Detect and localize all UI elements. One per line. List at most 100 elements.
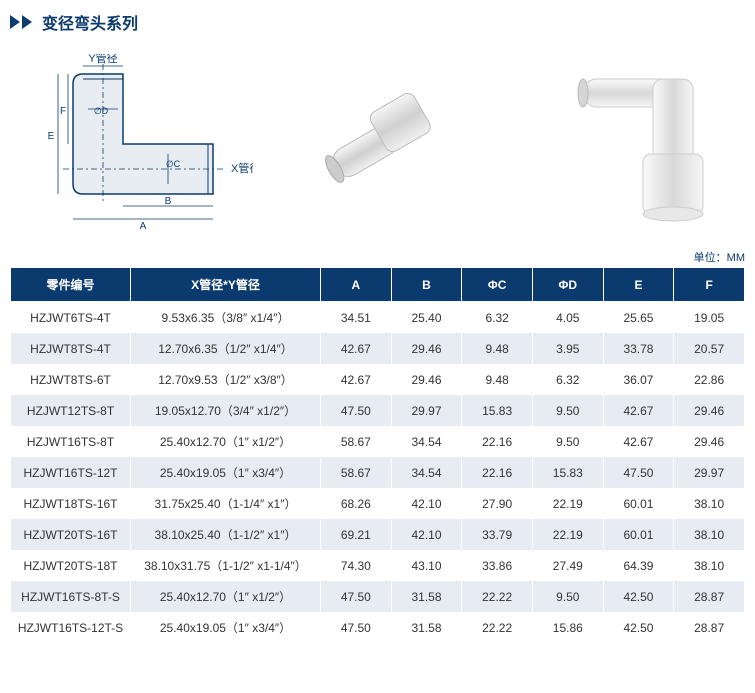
section-header: 变径弯头系列 (10, 10, 745, 34)
dim-b-label: B (164, 196, 171, 207)
table-row: HZJWT20TS-18T38.10x31.75（1-1/2″ x1-1/4″）… (11, 550, 745, 581)
table-cell: 25.40x12.70（1″ x1/2″） (131, 581, 321, 612)
table-row: HZJWT16TS-8T-S25.40x12.70（1″ x1/2″）47.50… (11, 581, 745, 612)
table-cell: 19.05x12.70（3/4″ x1/2″） (131, 395, 321, 426)
table-cell: 6.32 (532, 364, 603, 395)
table-cell: 38.10 (674, 488, 745, 519)
table-cell: 22.19 (532, 519, 603, 550)
table-cell: 31.58 (391, 581, 462, 612)
dim-d-label: ∅D (93, 106, 108, 116)
table-row: HZJWT16TS-12T-S25.40x19.05（1″ x3/4″）47.5… (11, 612, 745, 643)
table-cell: 22.86 (674, 364, 745, 395)
table-cell: 33.86 (462, 550, 533, 581)
table-cell: 9.50 (532, 581, 603, 612)
table-cell: 25.40 (391, 302, 462, 334)
table-header: ΦD (532, 268, 603, 302)
table-row: HZJWT12TS-8T19.05x12.70（3/4″ x1/2″）47.50… (11, 395, 745, 426)
table-cell: 42.10 (391, 519, 462, 550)
table-cell: 68.26 (321, 488, 392, 519)
diagram-row: A B E F Y管径 X管径 ∅D ∅C (10, 49, 745, 239)
table-cell: 29.46 (674, 395, 745, 426)
table-cell: 29.46 (674, 426, 745, 457)
table-row: HZJWT18TS-16T31.75x25.40（1-1/4″ x1″）68.2… (11, 488, 745, 519)
table-cell: 28.87 (674, 581, 745, 612)
unit-label: 单位：MM (10, 249, 745, 265)
table-cell: 15.83 (532, 457, 603, 488)
table-cell: 58.67 (321, 457, 392, 488)
section-title: 变径弯头系列 (42, 10, 138, 34)
table-cell: 36.07 (603, 364, 674, 395)
table-cell: 43.10 (391, 550, 462, 581)
table-row: HZJWT8TS-4T12.70x6.35（1/2″ x1/4″）42.6729… (11, 333, 745, 364)
table-cell: 28.87 (674, 612, 745, 643)
table-cell: 60.01 (603, 488, 674, 519)
table-cell: 31.58 (391, 612, 462, 643)
table-cell: 38.10x31.75（1-1/2″ x1-1/4″） (131, 550, 321, 581)
table-cell: 22.22 (462, 612, 533, 643)
table-cell: HZJWT16TS-12T-S (11, 612, 131, 643)
table-cell: 42.50 (603, 612, 674, 643)
table-cell: 42.50 (603, 581, 674, 612)
table-cell: 20.57 (674, 333, 745, 364)
table-cell: 42.67 (321, 364, 392, 395)
table-cell: 38.10x25.40（1-1/2″ x1″） (131, 519, 321, 550)
table-cell: 9.50 (532, 426, 603, 457)
table-cell: 25.65 (603, 302, 674, 334)
table-cell: 22.16 (462, 426, 533, 457)
table-cell: 6.32 (462, 302, 533, 334)
table-cell: HZJWT20TS-18T (11, 550, 131, 581)
table-header: B (391, 268, 462, 302)
table-cell: 69.21 (321, 519, 392, 550)
table-cell: 15.86 (532, 612, 603, 643)
table-cell: 3.95 (532, 333, 603, 364)
table-cell: 38.10 (674, 519, 745, 550)
table-row: HZJWT20TS-16T38.10x25.40（1-1/2″ x1″）69.2… (11, 519, 745, 550)
table-cell: 29.46 (391, 333, 462, 364)
table-cell: 27.49 (532, 550, 603, 581)
table-cell: 25.40x19.05（1″ x3/4″） (131, 612, 321, 643)
table-cell: HZJWT18TS-16T (11, 488, 131, 519)
table-cell: 22.19 (532, 488, 603, 519)
table-row: HZJWT6TS-4T9.53x6.35（3/8″ x1/4″）34.5125.… (11, 302, 745, 334)
technical-drawing: A B E F Y管径 X管径 ∅D ∅C (10, 54, 255, 234)
table-cell: 9.50 (532, 395, 603, 426)
table-cell: 58.67 (321, 426, 392, 457)
table-cell: 31.75x25.40（1-1/4″ x1″） (131, 488, 321, 519)
table-cell: 74.30 (321, 550, 392, 581)
table-cell: 22.22 (462, 581, 533, 612)
table-header: 零件编号 (11, 268, 131, 302)
table-cell: 19.05 (674, 302, 745, 334)
table-cell: 9.48 (462, 364, 533, 395)
table-header: ΦC (462, 268, 533, 302)
spec-table: 零件编号X管径*Y管径ABΦCΦDEF HZJWT6TS-4T9.53x6.35… (10, 267, 745, 643)
table-cell: 15.83 (462, 395, 533, 426)
product-render-2 (500, 64, 745, 224)
header-arrows-icon (10, 15, 32, 29)
dim-e-label: E (47, 131, 54, 142)
table-cell: HZJWT8TS-6T (11, 364, 131, 395)
table-cell: 42.67 (321, 333, 392, 364)
dim-a-label: A (139, 221, 146, 232)
table-cell: 29.97 (674, 457, 745, 488)
table-cell: 29.97 (391, 395, 462, 426)
table-cell: 25.40x19.05（1″ x3/4″） (131, 457, 321, 488)
table-cell: 42.67 (603, 426, 674, 457)
table-cell: HZJWT16TS-8T (11, 426, 131, 457)
table-cell: 4.05 (532, 302, 603, 334)
table-cell: HZJWT16TS-8T-S (11, 581, 131, 612)
table-cell: 29.46 (391, 364, 462, 395)
table-cell: HZJWT6TS-4T (11, 302, 131, 334)
table-header: A (321, 268, 392, 302)
dim-f-label: F (59, 106, 65, 117)
table-cell: 38.10 (674, 550, 745, 581)
table-cell: 33.79 (462, 519, 533, 550)
table-cell: 64.39 (603, 550, 674, 581)
table-cell: HZJWT16TS-12T (11, 457, 131, 488)
table-cell: 60.01 (603, 519, 674, 550)
x-pipe-label: X管径 (231, 161, 253, 175)
table-cell: 9.53x6.35（3/8″ x1/4″） (131, 302, 321, 334)
table-cell: 25.40x12.70（1″ x1/2″） (131, 426, 321, 457)
table-row: HZJWT8TS-6T12.70x9.53（1/2″ x3/8″）42.6729… (11, 364, 745, 395)
table-cell: 34.54 (391, 426, 462, 457)
table-row: HZJWT16TS-8T25.40x12.70（1″ x1/2″）58.6734… (11, 426, 745, 457)
